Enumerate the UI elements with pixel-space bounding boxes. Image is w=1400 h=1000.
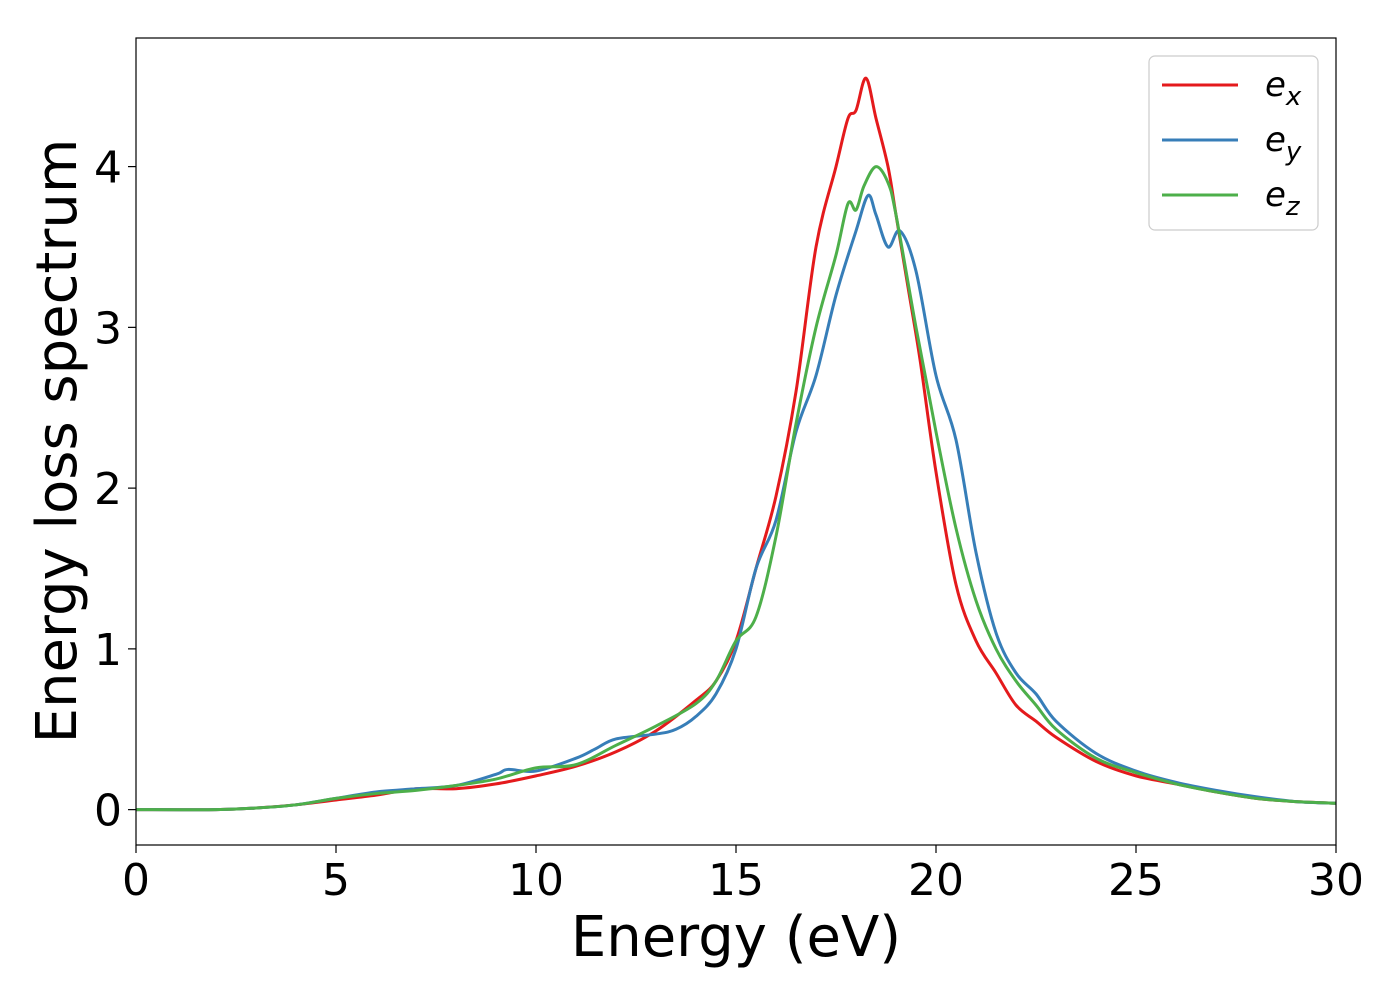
axis-ticks: 0 5 10 15 20 25 30 0 1 2 3 4	[94, 143, 1364, 906]
x-tick-label: 25	[1108, 855, 1164, 906]
y-tick-label: 3	[94, 303, 122, 354]
legend-box	[1148, 55, 1319, 231]
y-tick-label: 0	[94, 786, 122, 837]
legend-label-e-x: ex	[1265, 65, 1302, 112]
series-line-e-z	[135, 165, 1337, 812]
x-tick-label: 30	[1308, 855, 1364, 906]
series-line-e-x	[135, 76, 1337, 812]
y-tick-label: 1	[94, 625, 122, 676]
series-line-e-y	[135, 193, 1337, 812]
legend-label-e-y: ey	[1265, 120, 1302, 167]
x-tick-label: 10	[508, 855, 564, 906]
x-tick-label: 0	[122, 855, 150, 906]
y-axis-title: Energy loss spectrum	[25, 139, 90, 744]
x-tick-label: 20	[908, 855, 964, 906]
x-tick-label: 15	[708, 855, 764, 906]
y-tick-label: 4	[94, 143, 122, 194]
x-tick-label: 5	[322, 855, 350, 906]
x-axis-title: Energy (eV)	[571, 905, 901, 970]
y-tick-label: 2	[94, 464, 122, 515]
